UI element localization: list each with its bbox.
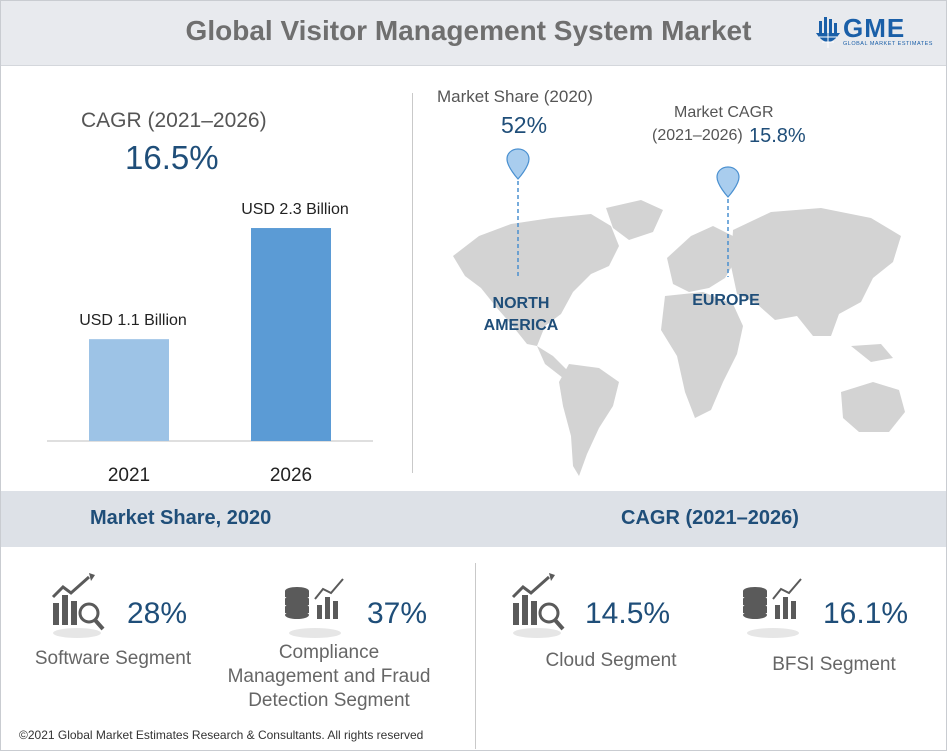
australia-shape [841,382,905,432]
cagr-label: CAGR (2021–2026) [81,109,267,132]
segment-band [1,491,946,547]
bar-value-label-2026: USD 2.3 Billion [241,201,349,218]
europe-shape [667,226,737,292]
market-share-value: 52% [501,112,548,138]
chart-magnifier-icon [511,573,565,638]
north-america-shape [453,214,619,346]
page-title: Global Visitor Management System Market [185,15,752,46]
cloud-cagr-value: 14.5% [585,597,671,630]
bfsi-segment-label: BFSI Segment [772,654,896,675]
compliance-label-line2: Management and Fraud [227,666,431,687]
north-america-line1: NORTH [492,295,550,312]
cagr-value: 16.5% [125,139,219,176]
footer-copyright: ©2021 Global Market Estimates Research &… [19,728,424,742]
bar-2026 [251,228,331,441]
software-segment-label: Software Segment [34,648,192,669]
bar-value-label-2021: USD 1.1 Billion [79,312,187,329]
bar-2021 [89,339,169,441]
x-tick-label-2021: 2021 [108,465,150,486]
compliance-segment-label: Compliance Management and Fraud Detectio… [201,641,457,713]
africa-shape [661,292,743,418]
market-cagr-period: (2021–2026) [652,127,743,144]
europe-label: EUROPE [692,292,760,309]
globe-logo-icon [816,17,840,48]
north-america-pin-icon [506,148,530,279]
compliance-label-line3: Detection Segment [248,690,410,711]
vertical-divider [412,93,413,473]
compliance-label-line1: Compliance [278,642,380,663]
indonesia-shape [851,344,893,362]
logo: GME GLOBAL MARKET ESTIMATES [813,13,933,51]
bfsi-cagr-value: 16.1% [823,597,909,630]
north-america-label: NORTH AMERICA [471,293,571,337]
cagr-heading: CAGR (2021–2026) [621,507,799,529]
market-share-heading: Market Share, 2020 [90,507,272,529]
europe-pin-icon [716,166,740,277]
market-cagr-label: Market CAGR [674,104,774,121]
compliance-share-value: 37% [367,597,428,630]
central-america-shape [537,346,569,378]
segment-divider [475,563,476,749]
logo-subtitle: GLOBAL MARKET ESTIMATES [843,41,933,47]
world-map [453,200,905,476]
software-share-value: 28% [127,597,188,630]
database-chart-icon [285,578,344,638]
bar-chart: USD 1.1 Billion 2021 USD 2.3 Billion 2026 [47,201,373,486]
x-tick-label-2026: 2026 [270,465,312,486]
market-share-label: Market Share (2020) [437,87,593,106]
cloud-segment-label: Cloud Segment [545,650,677,671]
market-cagr-value: 15.8% [749,125,806,147]
north-america-line2: AMERICA [483,317,559,334]
south-america-shape [559,364,619,476]
header: Global Visitor Management System Market … [1,1,946,66]
chart-magnifier-icon [51,573,105,638]
asia-shape [731,208,901,336]
logo-text: GME [843,13,906,43]
database-chart-icon [743,578,802,638]
greenland-shape [606,200,663,240]
